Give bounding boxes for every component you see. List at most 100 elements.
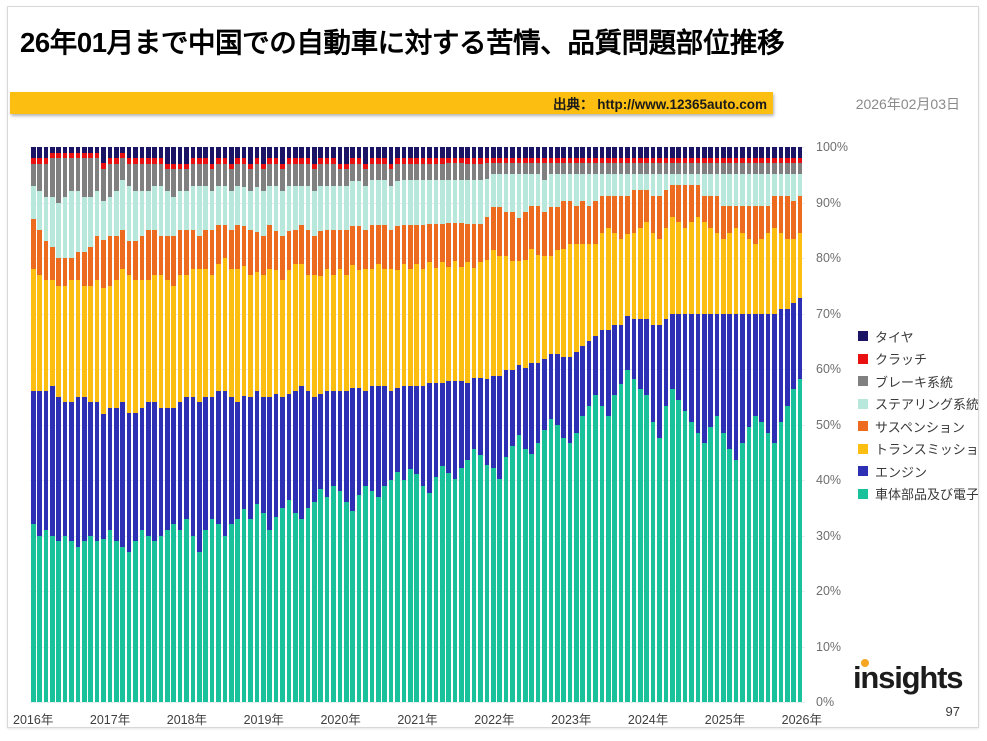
bar-segment (695, 147, 701, 158)
bar-segment (69, 402, 74, 542)
bar-segment (484, 147, 490, 158)
bar-segment (554, 424, 560, 702)
bar-segment (650, 163, 656, 174)
bar-segment (503, 147, 509, 158)
legend-item[interactable]: エンジン (858, 460, 978, 483)
bar-segment (120, 230, 125, 270)
bar-segment (69, 280, 74, 403)
bar-segment (439, 180, 445, 224)
bar-segment (229, 147, 234, 164)
bar-segment (133, 280, 138, 414)
logo-text: insights (853, 660, 963, 695)
bar-segment (548, 163, 554, 175)
chart-bar (337, 147, 343, 702)
chart-bar (739, 147, 745, 702)
chart-bar (119, 147, 125, 702)
bar-segment (721, 206, 726, 239)
bar-segment (612, 173, 618, 196)
bar-segment (209, 163, 215, 170)
bar-segment (369, 385, 375, 492)
bar-segment (69, 258, 74, 281)
bar-segment (299, 224, 304, 264)
chart-bar (618, 147, 624, 702)
legend-item[interactable]: タイヤ (858, 325, 978, 348)
bar-segment (497, 157, 503, 164)
bar-segment (586, 206, 592, 245)
legend-swatch-icon (858, 353, 868, 364)
bar-segment (248, 518, 253, 702)
bar-segment (369, 180, 375, 225)
bar-segment (254, 158, 260, 165)
bar-segment (778, 174, 784, 196)
bar-segment (586, 157, 592, 164)
legend-swatch-icon (858, 376, 868, 387)
legend-item[interactable]: 車体部品及び電子 (858, 483, 978, 506)
chart-bar (413, 147, 419, 702)
legend-item[interactable]: トランスミッション (858, 438, 978, 461)
legend-item[interactable]: サスペンション (858, 415, 978, 438)
bar-segment (299, 518, 304, 702)
bar-segment (30, 391, 36, 525)
bar-segment (663, 163, 669, 174)
bar-segment (248, 169, 253, 192)
bar-segment (350, 158, 356, 164)
bar-segment (433, 180, 439, 224)
bar-segment (676, 314, 681, 401)
bar-segment (503, 255, 509, 371)
bar-segment (126, 163, 132, 186)
y-axis-tick: 100% (816, 140, 848, 154)
legend-swatch-icon (858, 488, 868, 499)
legend-item[interactable]: クラッチ (858, 348, 978, 371)
bar-segment (548, 157, 554, 164)
bar-segment (165, 407, 170, 530)
bar-segment (491, 206, 496, 251)
bar-segment (260, 274, 266, 397)
bar-segment (554, 157, 560, 164)
bar-segment (733, 314, 739, 460)
bar-segment (554, 147, 560, 158)
bar-segment (305, 507, 311, 702)
bar-segment (382, 147, 387, 159)
chart-bar (784, 147, 790, 702)
bar-segment (50, 280, 55, 386)
bar-segment (126, 147, 132, 159)
bar-segment (682, 411, 688, 702)
bar-segment (395, 163, 400, 181)
bar-segment (618, 324, 624, 385)
bar-segment (759, 173, 765, 207)
bar-segment (791, 303, 796, 390)
bar-segment (267, 163, 272, 186)
bar-segment (459, 179, 464, 224)
bar-segment (753, 163, 758, 174)
bar-segment (273, 186, 279, 232)
bar-segment (241, 396, 247, 510)
bar-segment (241, 158, 247, 165)
chart-bar (203, 147, 209, 702)
slide-canvas: 26年01月まで中国での自動車に対する苦情、品質問題部位推移 出典： http:… (7, 6, 979, 728)
legend-item[interactable]: ブレーキ系統 (858, 370, 978, 393)
bar-segment (746, 206, 752, 239)
bar-segment (465, 262, 471, 384)
bar-segment (657, 324, 662, 438)
bar-segment (657, 195, 662, 239)
bar-segment (510, 147, 515, 158)
bar-segment (625, 163, 630, 175)
bar-segment (356, 270, 362, 389)
bar-segment (292, 163, 298, 186)
bar-segment (267, 185, 272, 225)
chart-bar (554, 147, 560, 702)
bar-segment (497, 206, 503, 256)
bar-segment (503, 174, 509, 213)
bar-segment (69, 152, 74, 159)
bar-segment (772, 163, 777, 174)
bar-segment (126, 158, 132, 164)
bar-segment (765, 147, 771, 158)
bar-segment (727, 233, 733, 315)
legend-item[interactable]: ステアリング系統 (858, 393, 978, 416)
bar-segment (209, 147, 215, 164)
bar-segment (216, 391, 221, 525)
bar-segment (606, 173, 611, 196)
bar-segment (260, 396, 266, 514)
bar-segment (612, 163, 618, 174)
bar-segment (312, 235, 317, 275)
